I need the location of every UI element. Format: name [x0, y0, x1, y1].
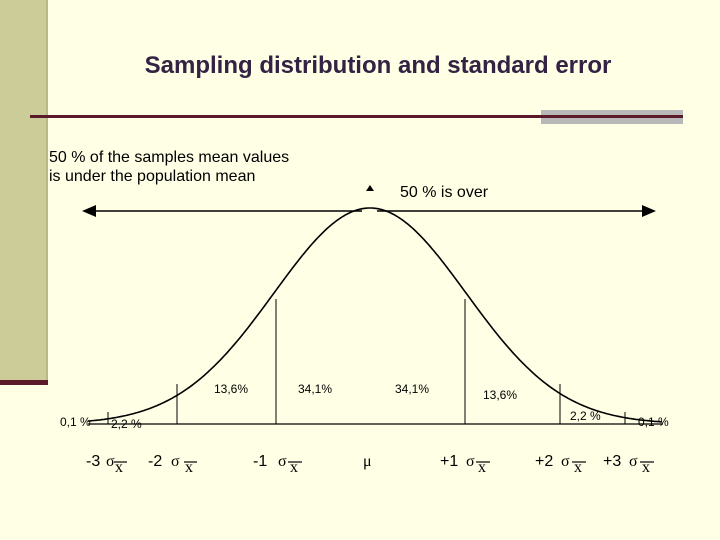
x-label-mean: μ: [363, 453, 372, 470]
sigma-symbol: σ: [629, 453, 638, 470]
below-mean-caption: 50 % of the samples mean values is under…: [49, 148, 289, 186]
x-label-prefix: +1: [440, 453, 458, 470]
above-mean-caption: 50 % is over: [400, 184, 489, 201]
mu-symbol: μ: [363, 453, 372, 470]
x-subscript: x: [478, 459, 486, 476]
slide-title: Sampling distribution and standard error: [144, 52, 612, 79]
x-subscript: x: [115, 459, 123, 476]
x-label-minus-3-sigma: -3 σ x: [86, 453, 127, 476]
mean-pointer-icon: [366, 185, 374, 191]
two-sigma-percent-right: 2,2 %: [570, 409, 601, 423]
left-sidebar-band: [0, 0, 48, 383]
zero-to-one-sigma-percent-right: 34,1%: [395, 382, 429, 396]
x-label-prefix: -2: [148, 453, 162, 470]
two-sigma-percent-left: 2,2 %: [111, 417, 142, 431]
sigma-symbol: σ: [466, 453, 475, 470]
tail-percent-right: 0,1 %: [638, 415, 669, 429]
below-mean-caption-line-1: 50 % of the samples mean values: [49, 149, 290, 166]
right-arrowhead-icon: [642, 205, 656, 217]
sigma-symbol: σ: [106, 453, 115, 470]
x-label-prefix: -3: [86, 453, 100, 470]
x-label-prefix: -1: [253, 453, 267, 470]
x-subscript: x: [642, 459, 650, 476]
x-subscript: x: [185, 459, 193, 476]
x-subscript: x: [574, 459, 582, 476]
x-label-minus-2-sigma: -2 σ x: [148, 453, 197, 476]
tail-percent-left: 0,1 %: [60, 415, 91, 429]
x-label-plus-1-sigma: +1 σ x: [440, 453, 490, 476]
sigma-symbol: σ: [278, 453, 287, 470]
x-label-plus-2-sigma: +2 σ x: [535, 453, 586, 476]
left-arrowhead-icon: [82, 205, 96, 217]
x-label-prefix: +2: [535, 453, 553, 470]
sigma-symbol: σ: [171, 453, 180, 470]
x-label-minus-1-sigma: -1 σ x: [253, 453, 302, 476]
sigma-symbol: σ: [561, 453, 570, 470]
one-to-two-sigma-percent-left: 13,6%: [214, 382, 248, 396]
x-label-plus-3-sigma: +3 σ x: [603, 453, 654, 476]
x-subscript: x: [290, 459, 298, 476]
bell-curve: [87, 207, 663, 423]
below-mean-caption-line-2: is under the population mean: [49, 168, 256, 185]
x-label-prefix: +3: [603, 453, 621, 470]
zero-to-one-sigma-percent-left: 34,1%: [298, 382, 332, 396]
one-to-two-sigma-percent-right: 13,6%: [483, 388, 517, 402]
sidebar-footer-rule: [0, 380, 48, 385]
title-rule: [30, 115, 683, 118]
